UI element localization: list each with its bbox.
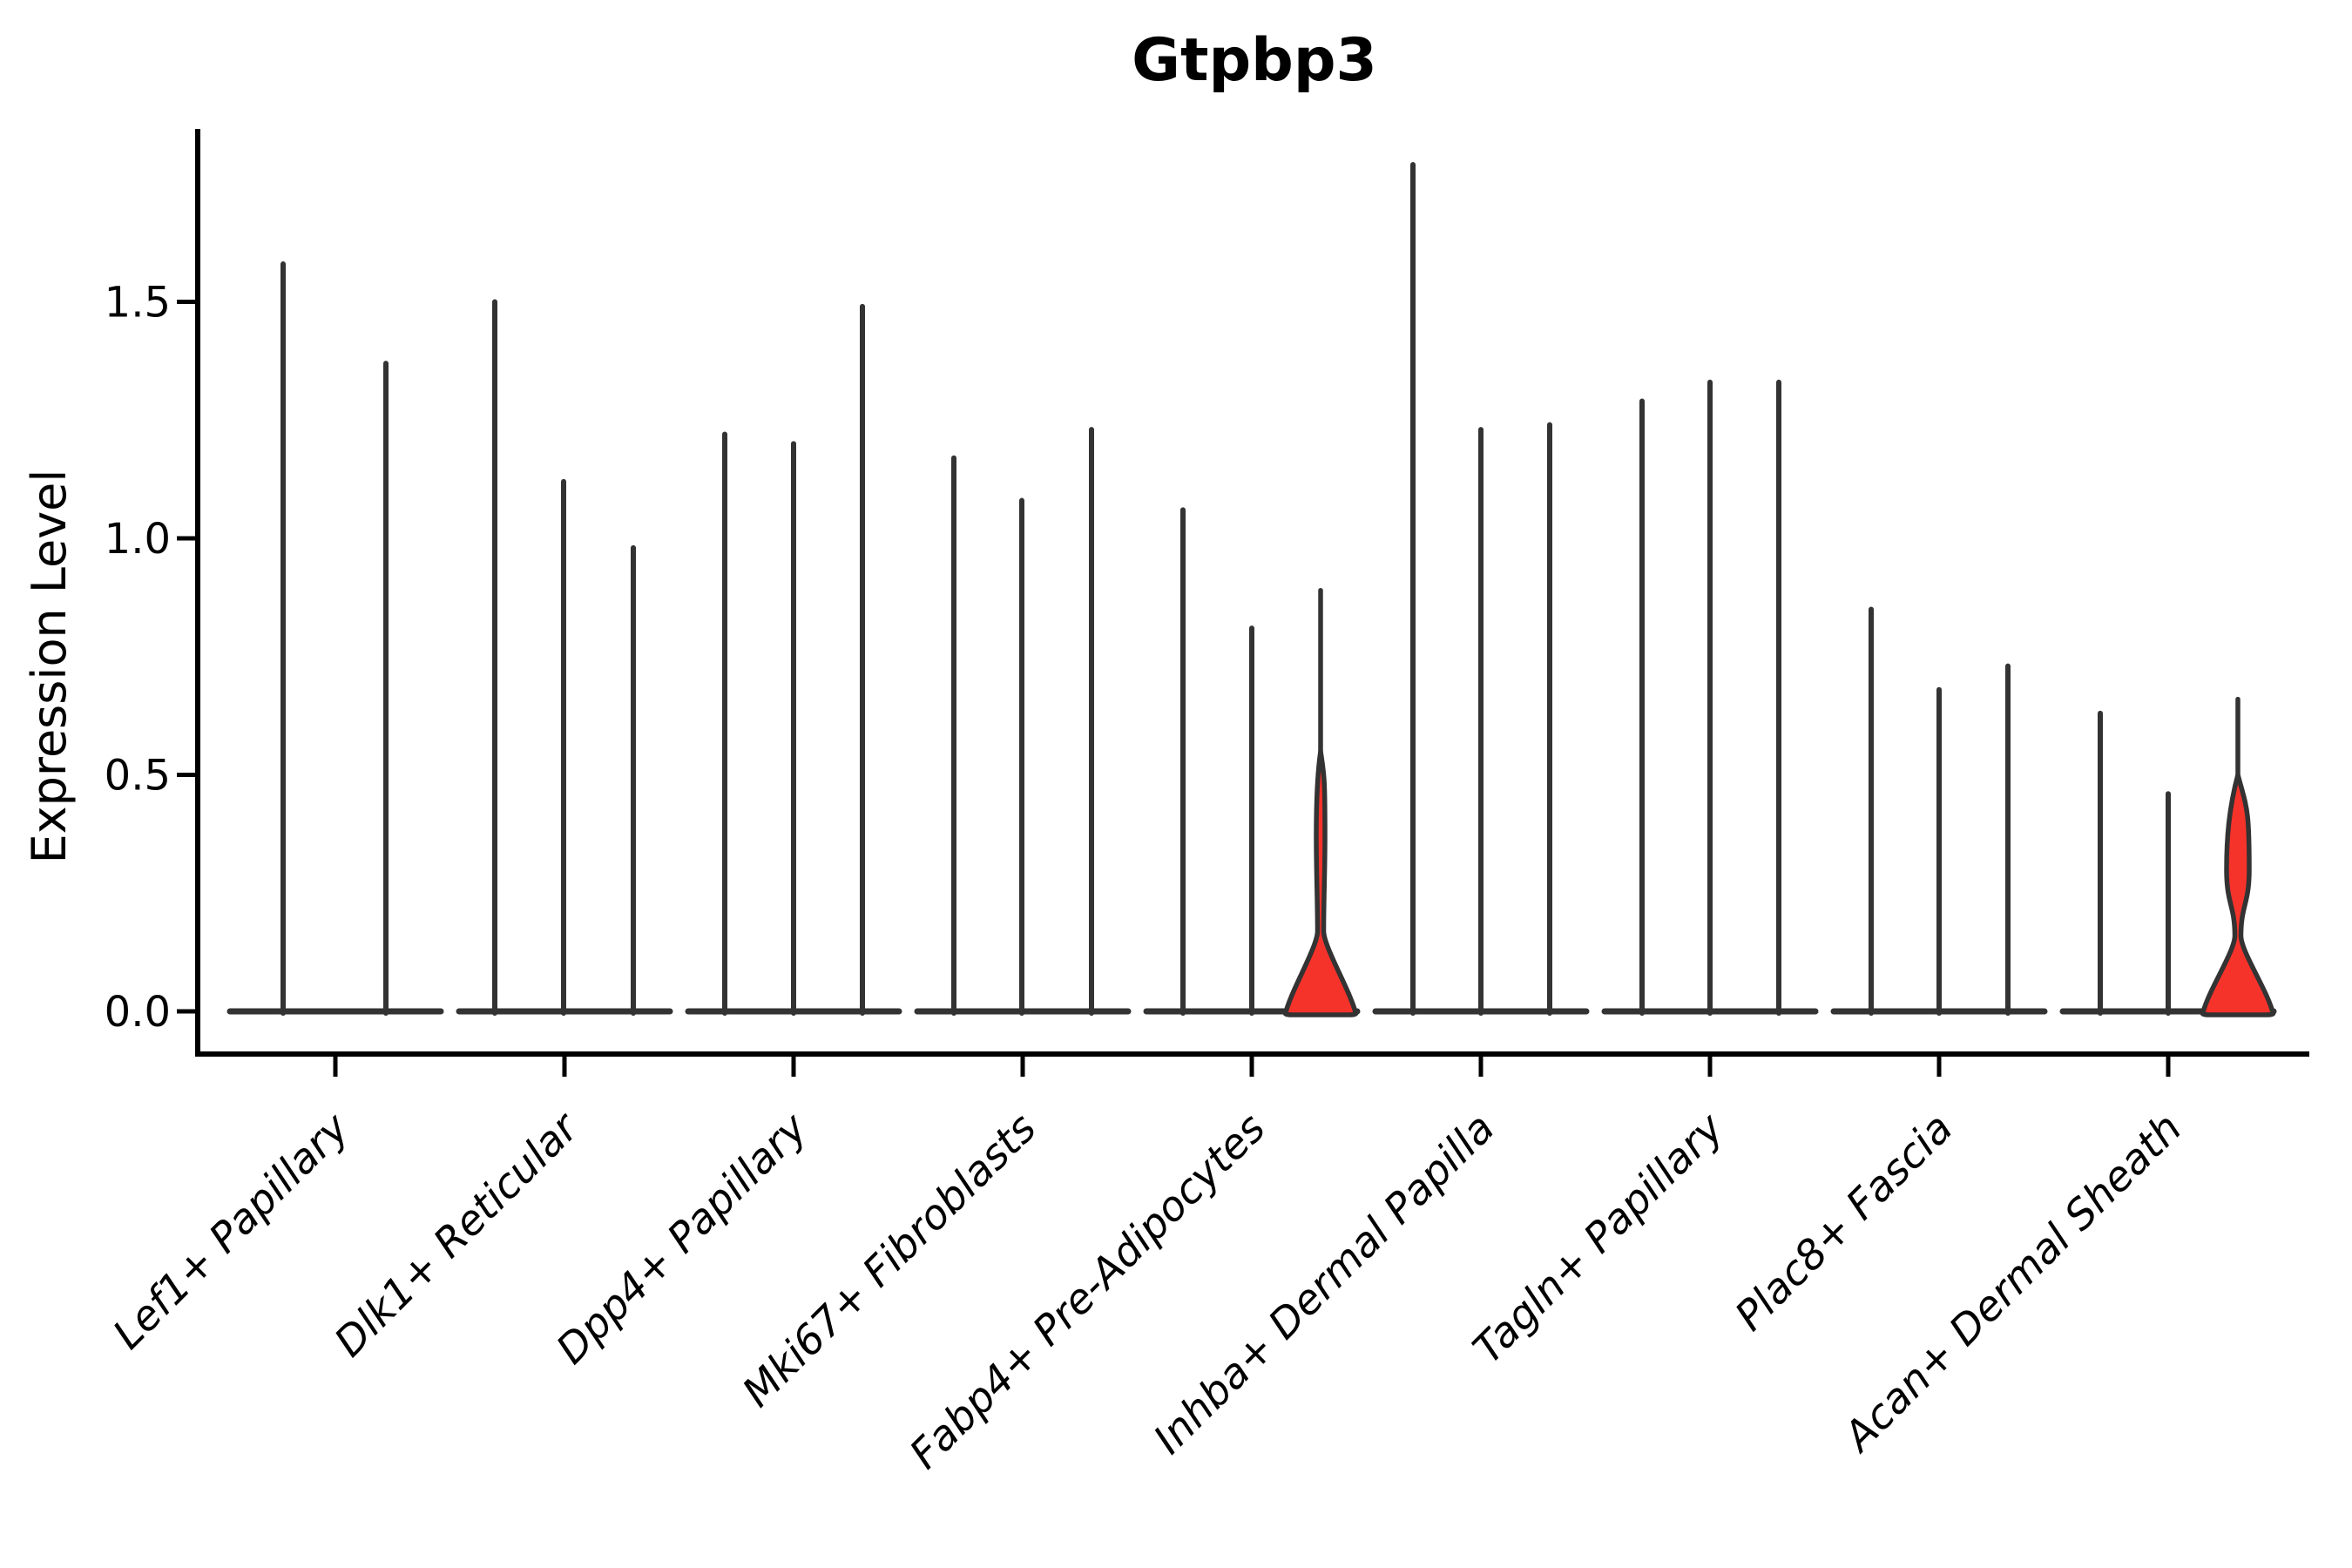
y-tick-label: 1.5 bbox=[105, 279, 171, 328]
red-violin bbox=[2200, 772, 2276, 1017]
y-axis-label: Expression Level bbox=[22, 470, 77, 864]
y-tick-label: 1.0 bbox=[105, 515, 171, 564]
red-violin bbox=[1282, 748, 1359, 1017]
chart-title: Gtpbp3 bbox=[1132, 26, 1377, 95]
y-tick-label: 0.0 bbox=[105, 988, 171, 1037]
y-tick-label: 0.5 bbox=[105, 752, 171, 801]
